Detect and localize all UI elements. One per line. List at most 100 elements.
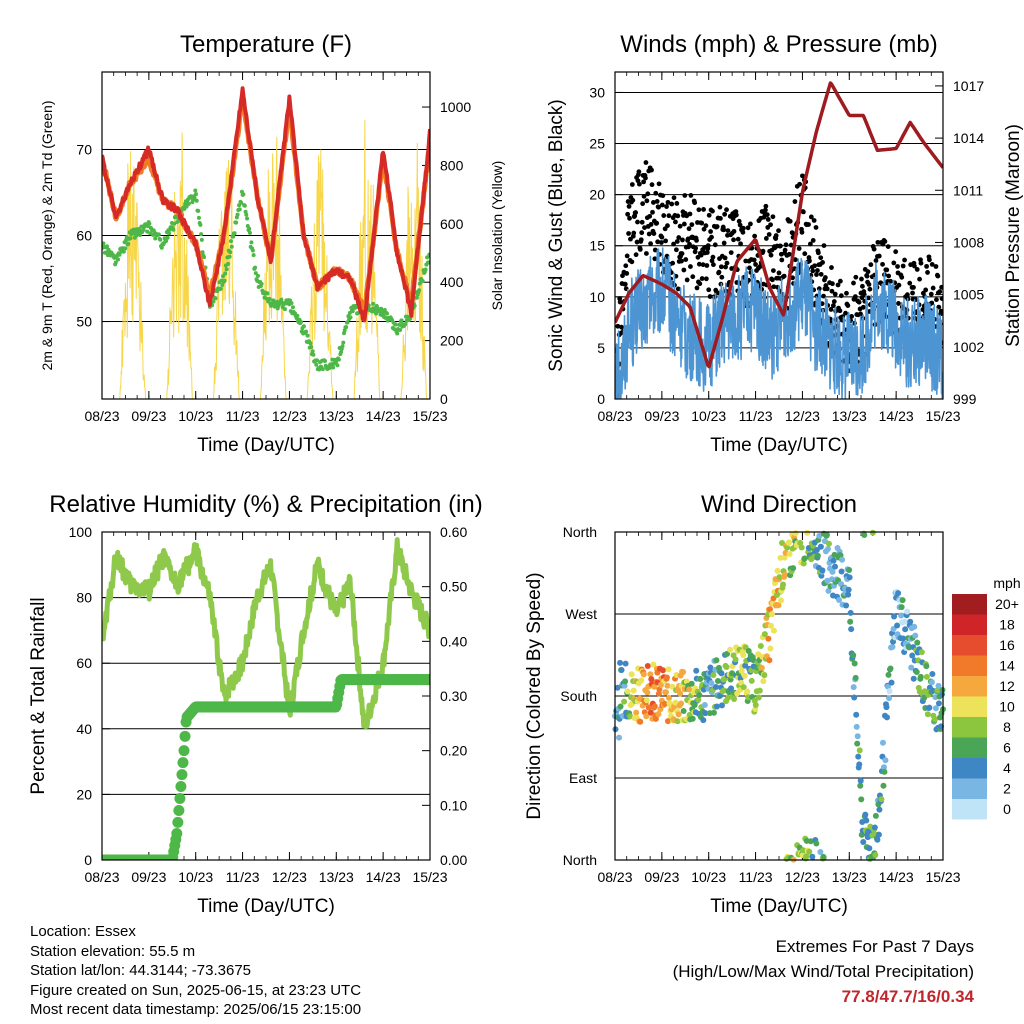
direction-point <box>727 646 734 653</box>
colorbar-label: 20+ <box>995 596 1019 612</box>
direction-point <box>621 698 628 705</box>
direction-point <box>857 777 864 784</box>
gust-point <box>740 225 746 231</box>
gust-point <box>829 288 835 294</box>
dewpoint-point <box>314 362 319 367</box>
gust-point <box>711 262 716 268</box>
gust-point <box>859 276 864 282</box>
direction-point <box>674 718 681 725</box>
gust-point <box>918 260 924 266</box>
gust-point <box>852 294 858 300</box>
gust-point <box>710 254 716 260</box>
dewpoint-point <box>282 307 287 312</box>
dewpoint-point <box>340 344 345 349</box>
dewpoint-point <box>403 322 408 327</box>
dewpoint-point <box>172 221 177 226</box>
gust-point <box>694 285 700 291</box>
dewpoint-point <box>305 333 310 338</box>
direction-point <box>807 838 814 845</box>
gust-point <box>656 204 661 210</box>
colorbar-swatch <box>952 717 987 738</box>
direction-point <box>804 529 811 536</box>
gust-point <box>835 282 841 288</box>
dewpoint-point <box>193 188 198 193</box>
dewpoint-point <box>426 260 430 265</box>
gust-point <box>676 235 682 240</box>
x-tick-label: 14/23 <box>879 408 914 424</box>
dewpoint-point <box>141 227 146 232</box>
gust-point <box>753 262 758 267</box>
y2-tick-label: 1008 <box>953 234 984 250</box>
gust-point <box>907 280 913 286</box>
direction-point <box>651 703 658 710</box>
dewpoint-point <box>167 231 172 236</box>
gust-point <box>709 234 714 240</box>
y2-tick-label: 600 <box>440 216 464 232</box>
gust-point <box>763 207 768 213</box>
gust-point <box>636 169 642 175</box>
x-tick-label: 15/23 <box>925 408 960 424</box>
temp-2m-line <box>102 86 430 323</box>
direction-point <box>872 812 879 819</box>
dewpoint-point <box>423 267 428 272</box>
y-axis-label: 2m & 9m T (Red, Orange) & 2m Td (Green) <box>39 101 55 371</box>
dewpoint-point <box>235 212 240 217</box>
y-tick-label: 20 <box>76 786 92 802</box>
gust-point <box>696 207 702 213</box>
direction-point <box>850 652 857 659</box>
direction-point <box>935 700 942 707</box>
precip-point <box>175 781 187 793</box>
direction-point <box>928 679 935 686</box>
gust-point <box>765 217 771 222</box>
direction-point <box>659 667 666 674</box>
gust-point <box>653 190 659 196</box>
direction-point <box>761 631 768 638</box>
gust-point <box>665 223 670 229</box>
gust-point <box>763 203 769 209</box>
location-text: Location: Essex <box>30 923 136 940</box>
gust-point <box>690 274 696 280</box>
colorbar-label: 10 <box>999 699 1015 715</box>
gust-point <box>885 244 891 250</box>
gust-point <box>829 265 834 270</box>
direction-point <box>806 848 813 855</box>
direction-point <box>732 656 739 663</box>
direction-point <box>800 560 807 567</box>
x-tick-label: 09/23 <box>644 869 679 885</box>
gust-point <box>813 225 819 230</box>
y2-tick-label: 0.50 <box>440 579 467 595</box>
direction-point <box>774 567 781 574</box>
gust-point <box>845 303 851 309</box>
direction-point <box>770 627 777 634</box>
dewpoint-point <box>102 241 106 246</box>
dewpoint-point <box>147 221 152 226</box>
gust-point <box>655 239 661 245</box>
direction-point <box>693 667 700 674</box>
gust-point <box>633 210 639 215</box>
gust-point <box>673 247 679 253</box>
gust-point <box>675 286 681 292</box>
dewpoint-point <box>315 358 320 363</box>
gust-point <box>674 239 680 244</box>
x-tick-label: 08/23 <box>597 869 632 885</box>
dewpoint-point <box>336 357 341 362</box>
direction-point <box>644 689 651 696</box>
direction-point <box>718 670 725 677</box>
direction-point <box>924 711 931 718</box>
direction-point <box>680 668 687 675</box>
gust-point <box>688 264 693 269</box>
y-tick-label: 5 <box>597 340 605 356</box>
dewpoint-point <box>370 309 375 314</box>
gust-point <box>639 219 645 225</box>
direction-point <box>830 557 837 564</box>
gust-point <box>682 193 688 198</box>
gust-point <box>929 262 935 267</box>
gust-point <box>708 229 713 234</box>
gust-point <box>815 268 820 273</box>
direction-point <box>887 665 894 672</box>
gust-point <box>670 260 676 266</box>
direction-point <box>853 711 860 718</box>
dewpoint-point <box>379 306 384 311</box>
x-axis-label: Time (Day/UTC) <box>197 435 335 456</box>
direction-point <box>633 709 640 716</box>
